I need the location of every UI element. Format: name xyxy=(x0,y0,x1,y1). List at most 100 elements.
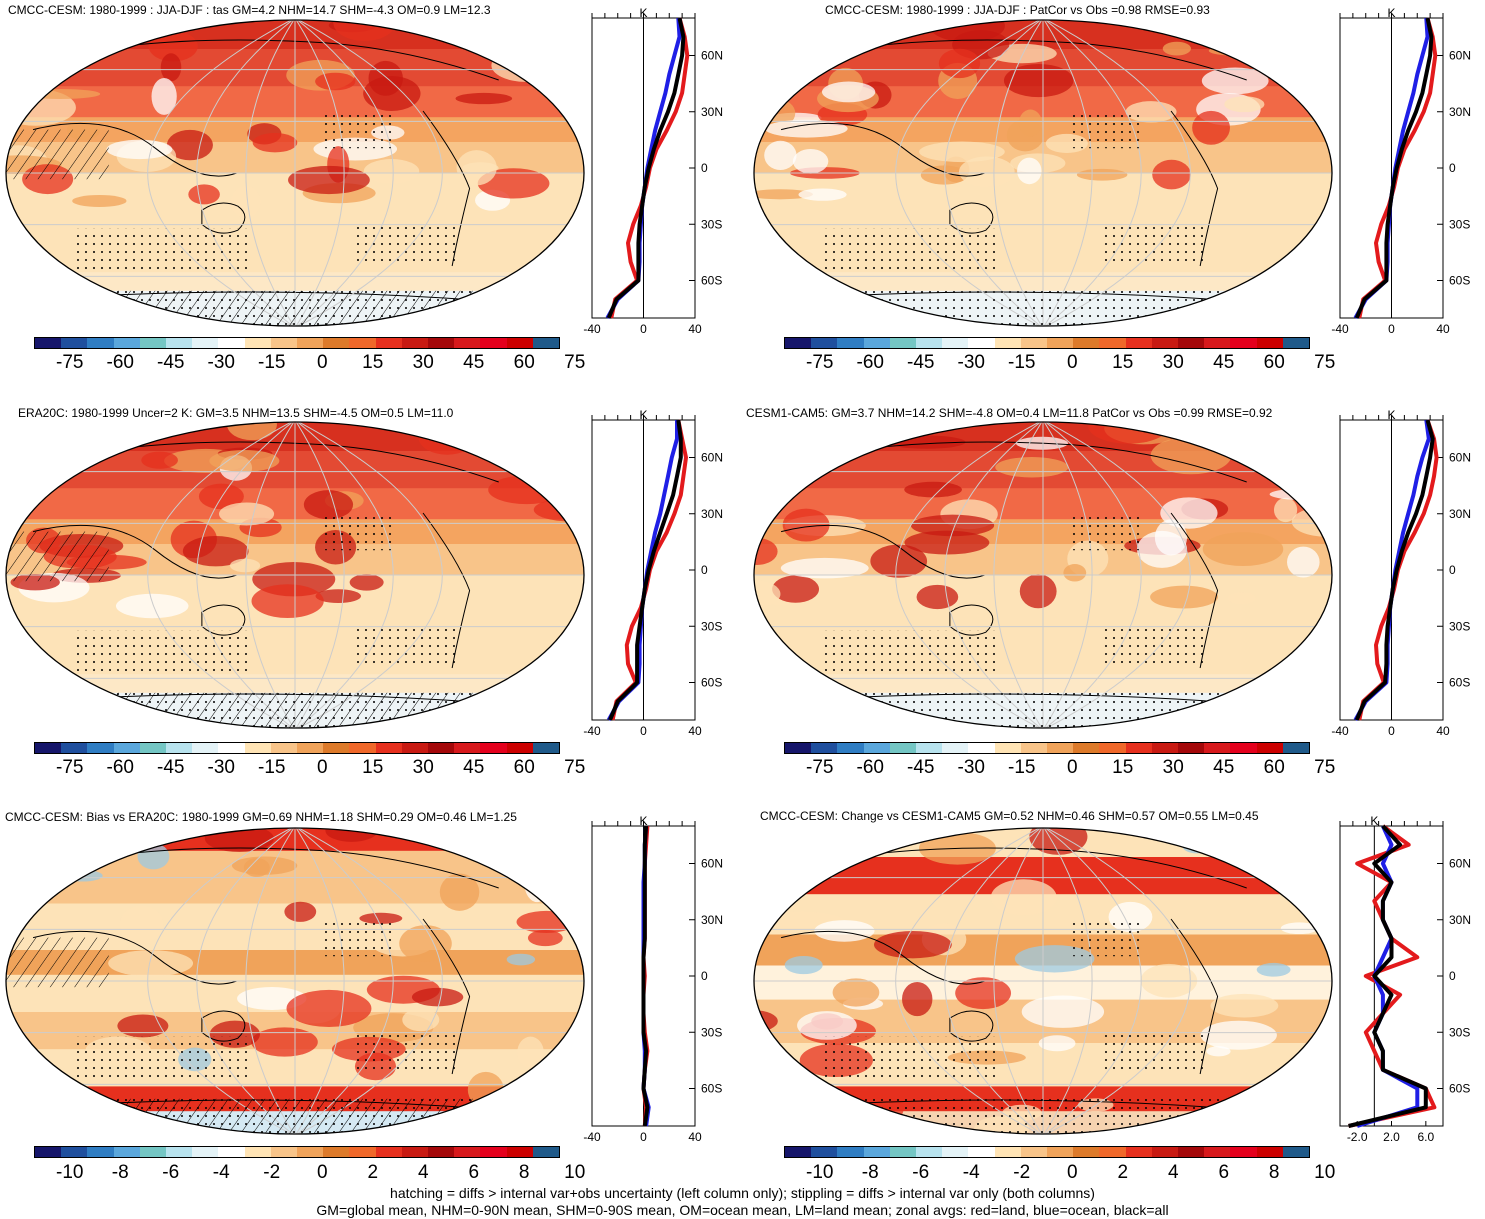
colorbar-swatch xyxy=(1151,743,1179,753)
colorbar-label: -75 xyxy=(806,757,834,778)
zonal-x-tick: -40 xyxy=(583,724,601,738)
colorbar-label: -15 xyxy=(258,757,286,778)
zonal-lat-tick: 60N xyxy=(701,49,723,63)
colorbar-swatch xyxy=(192,743,219,753)
zonal-lat-tick: 0 xyxy=(1449,563,1456,577)
colorbar-swatch xyxy=(87,1147,114,1157)
zonal-lat-tick: 60N xyxy=(1449,451,1471,465)
map-panel-6 xyxy=(753,827,1333,1135)
colorbar-label: 2 xyxy=(367,1162,379,1183)
colorbar-swatch xyxy=(1073,338,1100,348)
colorbar-label: 60 xyxy=(513,352,535,373)
zonal-plot-6: K 60N 30N 0 30S 60S -2.0 2.0 6.0 xyxy=(1339,814,1471,1144)
colorbar-label: 0 xyxy=(1066,1162,1078,1183)
colorbar-label: 4 xyxy=(417,1162,429,1183)
zonal-lat-tick: 30N xyxy=(1449,105,1471,119)
colorbar-swatch xyxy=(1178,338,1205,348)
colorbar-swatch xyxy=(1204,338,1231,348)
colorbar-label: 15 xyxy=(362,757,384,778)
colorbar-label: -30 xyxy=(957,757,985,778)
colorbar-label: 15 xyxy=(1112,757,1134,778)
colorbar-swatch xyxy=(889,743,917,753)
zonal-unit-label: K xyxy=(639,814,647,828)
zonal-series-all xyxy=(606,17,686,319)
zonal-lat-tick: 60N xyxy=(1449,49,1471,63)
colorbar-swatch xyxy=(942,743,969,753)
colorbar-label: -15 xyxy=(1008,757,1036,778)
colorbar-6 xyxy=(784,1146,1310,1158)
zonal-lat-tick: 30S xyxy=(701,619,722,633)
zonal-unit-label: K xyxy=(639,408,647,422)
colorbar-label: 75 xyxy=(1314,352,1336,373)
zonal-lat-tick: 60N xyxy=(701,451,723,465)
colorbar-label: 75 xyxy=(564,757,586,778)
colorbar-swatch xyxy=(1282,338,1310,348)
colorbar-swatch xyxy=(1178,743,1205,753)
colorbar-swatch xyxy=(428,1147,455,1157)
colorbar-label: 30 xyxy=(412,757,434,778)
colorbar-5 xyxy=(34,1146,560,1158)
footer-note-2: GM=global mean, NHM=0-90N mean, SHM=0-90… xyxy=(316,1202,1169,1218)
colorbar-swatch xyxy=(244,1147,271,1157)
colorbar-swatch xyxy=(506,743,533,753)
colorbar-label: 15 xyxy=(362,352,384,373)
colorbar-swatch xyxy=(1125,743,1152,753)
colorbar-swatch xyxy=(192,1147,219,1157)
panel-title-3: ERA20C: 1980-1999 Uncer=2 K: GM=3.5 NHM=… xyxy=(18,406,454,420)
colorbar-swatch xyxy=(61,743,88,753)
colorbar-swatch xyxy=(916,743,943,753)
zonal-lat-tick: 30S xyxy=(1449,217,1470,231)
colorbar-label: 75 xyxy=(1314,757,1336,778)
colorbar-swatch xyxy=(87,743,114,753)
colorbar-labels-6: -10 -8 -6 -4 -2 0 2 4 6 8 10 xyxy=(784,1162,1335,1184)
zonal-series-all xyxy=(641,825,650,1127)
colorbar-swatch xyxy=(1282,1147,1310,1157)
zonal-x-tick: -40 xyxy=(583,1130,601,1144)
colorbar-label: -45 xyxy=(907,757,935,778)
zonal-x-tick: 0 xyxy=(640,724,647,738)
colorbar-label: -30 xyxy=(957,352,985,373)
zonal-x-tick: 0 xyxy=(1388,724,1395,738)
colorbar-swatch xyxy=(785,338,812,348)
colorbar-label: -60 xyxy=(106,352,134,373)
colorbar-swatch xyxy=(454,338,481,348)
footer-note-1: hatching = diffs > internal var+obs unce… xyxy=(390,1185,1095,1201)
colorbar-swatch xyxy=(863,338,890,348)
zonal-x-tick: 2.0 xyxy=(1383,1130,1400,1144)
colorbar-swatch xyxy=(270,338,298,348)
map-panel-3 xyxy=(5,421,585,729)
colorbar-label: 0 xyxy=(1066,352,1078,373)
colorbar-swatch xyxy=(994,743,1021,753)
colorbar-swatch xyxy=(166,743,193,753)
zonal-unit-label: K xyxy=(1387,408,1395,422)
colorbar-swatch xyxy=(218,338,245,348)
colorbar-label: -45 xyxy=(157,352,185,373)
colorbar-swatch xyxy=(837,338,864,348)
zonal-unit-label: K xyxy=(639,6,647,20)
colorbar-swatch xyxy=(428,338,455,348)
zonal-x-tick: 40 xyxy=(688,1130,702,1144)
colorbar-label: -30 xyxy=(207,757,235,778)
colorbar-label: 10 xyxy=(564,1162,586,1183)
colorbar-swatch xyxy=(811,743,838,753)
colorbar-label: 0 xyxy=(316,352,328,373)
colorbar-swatch xyxy=(863,1147,890,1157)
colorbar-swatch xyxy=(1230,338,1257,348)
colorbar-swatch xyxy=(506,338,533,348)
colorbar-swatch xyxy=(297,743,324,753)
colorbar-swatch xyxy=(968,743,995,753)
zonal-x-tick: 40 xyxy=(688,724,702,738)
zonal-lat-tick: 0 xyxy=(701,161,708,175)
zonal-plot-3: K 60N 30N 0 30S 60S -40 0 40 xyxy=(583,408,723,738)
colorbar-swatch xyxy=(1125,1147,1152,1157)
colorbar-swatch xyxy=(139,1147,167,1157)
colorbar-swatch xyxy=(349,743,376,753)
zonal-lat-tick: 60N xyxy=(701,857,723,871)
colorbar-swatch xyxy=(1256,1147,1283,1157)
colorbar-label: -60 xyxy=(856,352,884,373)
colorbar-swatch xyxy=(1125,338,1152,348)
colorbar-label: -8 xyxy=(861,1162,879,1183)
colorbar-swatch xyxy=(1282,743,1310,753)
zonal-x-tick: 40 xyxy=(1436,724,1450,738)
panel-title-2: CMCC-CESM: 1980-1999 : JJA-DJF : PatCor … xyxy=(825,3,1210,17)
